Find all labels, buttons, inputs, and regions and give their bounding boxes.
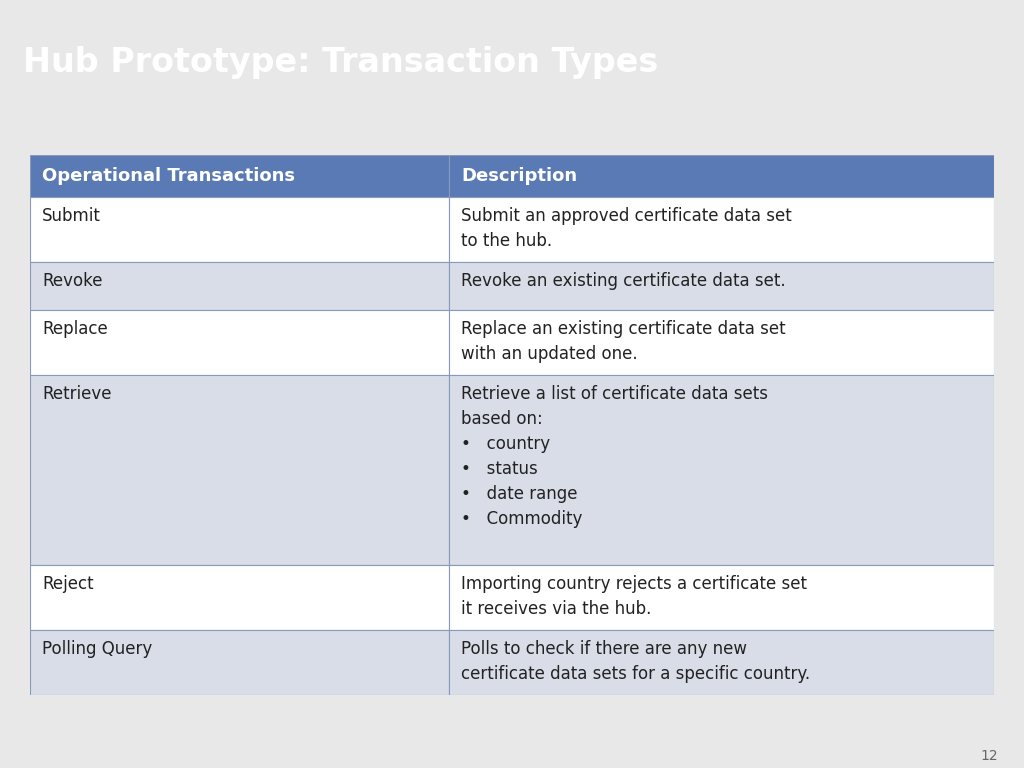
Text: Polls to check if there are any new
certificate data sets for a specific country: Polls to check if there are any new cert… bbox=[462, 640, 810, 683]
Bar bbox=[30, 262, 450, 310]
Text: Retrieve a list of certificate data sets
based on:
•   country
•   status
•   da: Retrieve a list of certificate data sets… bbox=[462, 385, 768, 528]
Bar bbox=[30, 375, 450, 565]
Bar bbox=[450, 155, 994, 197]
Text: Hub Prototype: Transaction Types: Hub Prototype: Transaction Types bbox=[23, 46, 657, 79]
Text: Revoke: Revoke bbox=[42, 272, 102, 290]
Text: Reject: Reject bbox=[42, 575, 93, 593]
Text: 12: 12 bbox=[981, 750, 998, 763]
Text: Submit an approved certificate data set
to the hub.: Submit an approved certificate data set … bbox=[462, 207, 793, 250]
Bar bbox=[30, 310, 450, 375]
Text: Replace an existing certificate data set
with an updated one.: Replace an existing certificate data set… bbox=[462, 320, 786, 363]
Text: Retrieve: Retrieve bbox=[42, 385, 112, 403]
Text: Description: Description bbox=[462, 167, 578, 185]
Bar bbox=[30, 197, 450, 262]
Bar bbox=[450, 197, 994, 262]
Text: Submit: Submit bbox=[42, 207, 101, 225]
Bar bbox=[450, 375, 994, 565]
Bar bbox=[30, 155, 450, 197]
Text: Revoke an existing certificate data set.: Revoke an existing certificate data set. bbox=[462, 272, 786, 290]
Bar bbox=[450, 310, 994, 375]
Text: Polling Query: Polling Query bbox=[42, 640, 153, 658]
Text: Replace: Replace bbox=[42, 320, 108, 338]
Bar bbox=[30, 565, 450, 630]
Text: Operational Transactions: Operational Transactions bbox=[42, 167, 295, 185]
Bar bbox=[30, 630, 450, 695]
Bar bbox=[450, 565, 994, 630]
Text: Importing country rejects a certificate set
it receives via the hub.: Importing country rejects a certificate … bbox=[462, 575, 807, 618]
Bar bbox=[450, 262, 994, 310]
Bar bbox=[450, 630, 994, 695]
